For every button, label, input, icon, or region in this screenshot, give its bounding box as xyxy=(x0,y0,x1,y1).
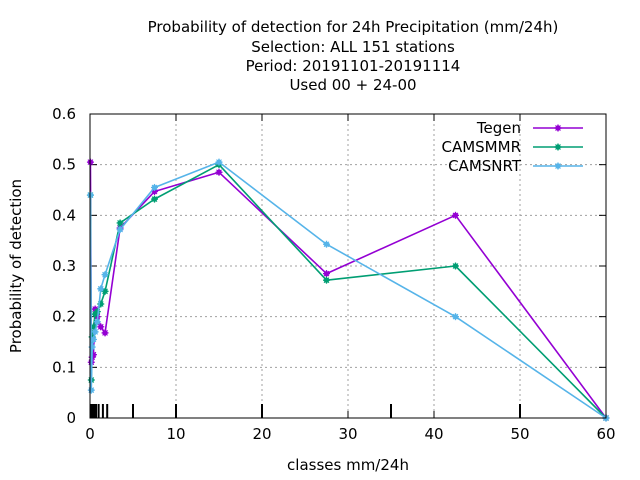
data-point xyxy=(93,318,101,326)
data-point xyxy=(89,335,97,343)
legend-entry: Tegen xyxy=(476,119,583,137)
x-tick-label: 40 xyxy=(424,425,443,443)
legend-entry: CAMSNRT xyxy=(448,157,583,175)
x-tick-label: 0 xyxy=(85,425,95,443)
grid xyxy=(90,114,606,418)
data-point xyxy=(91,328,99,336)
data-point xyxy=(97,285,105,293)
title-line-1: Probability of detection for 24h Precipi… xyxy=(148,18,559,36)
y-tick-label: 0.6 xyxy=(52,105,76,123)
data-point xyxy=(215,168,223,176)
title-line-3: Period: 20191101-20191114 xyxy=(246,57,461,75)
data-point xyxy=(87,386,95,394)
data-point xyxy=(151,195,158,203)
data-point xyxy=(101,287,109,295)
data-point xyxy=(323,270,330,278)
y-tick-label: 0.1 xyxy=(52,358,76,376)
y-tick-label: 0.3 xyxy=(52,257,76,275)
y-tick-label: 0.4 xyxy=(52,206,76,224)
x-tick-label: 60 xyxy=(596,425,615,443)
x-tick-label: 10 xyxy=(166,425,185,443)
data-point xyxy=(116,226,124,234)
data-point xyxy=(116,219,124,227)
legend-label: CAMSMMR xyxy=(441,138,521,156)
data-point xyxy=(554,143,562,151)
title-line-4: Used 00 + 24-00 xyxy=(289,76,416,94)
chart-title: Probability of detection for 24h Precipi… xyxy=(148,18,559,94)
x-tick-label: 30 xyxy=(338,425,357,443)
y-tick-label: 0.2 xyxy=(52,308,76,326)
x-tick-label: 20 xyxy=(252,425,271,443)
x-tick-label: 50 xyxy=(510,425,529,443)
title-line-2: Selection: ALL 151 stations xyxy=(251,38,455,56)
series-lines xyxy=(86,158,610,422)
data-point xyxy=(97,323,105,331)
data-point xyxy=(452,211,459,219)
data-point xyxy=(215,158,223,166)
data-point xyxy=(452,313,459,321)
x-axis-label: classes mm/24h xyxy=(287,456,409,474)
legend-label: Tegen xyxy=(476,119,521,137)
legend-entry: CAMSMMR xyxy=(441,138,583,156)
y-tick-label: 0.5 xyxy=(52,156,76,174)
data-point xyxy=(554,124,562,132)
data-point xyxy=(151,183,158,191)
y-tick-label: 0 xyxy=(66,409,76,427)
data-point xyxy=(101,329,109,337)
axis-ticks: 0 10 20 30 40 50 60 0 0.1 0.2 0.3 0.4 0.5 0.6 xyxy=(52,105,615,443)
data-point xyxy=(323,276,330,284)
legend-label: CAMSNRT xyxy=(448,157,522,175)
data-point xyxy=(452,262,459,270)
data-point xyxy=(554,162,562,170)
data-point xyxy=(101,271,109,279)
data-point xyxy=(323,240,330,248)
y-axis-label: Probability of detection xyxy=(7,179,25,353)
plot-frame xyxy=(89,113,607,419)
